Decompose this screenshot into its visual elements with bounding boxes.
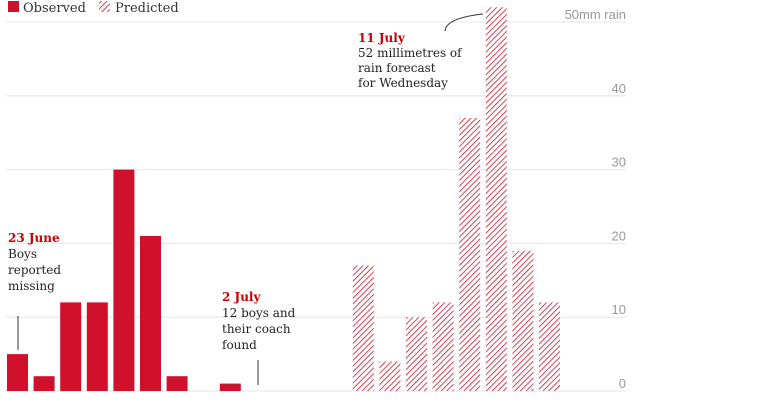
bar-predicted [379,361,401,391]
bar-observed [60,302,82,391]
annotation-date: 2 July [222,290,261,304]
bar-observed [219,383,241,391]
legend-label-predicted: Predicted [115,1,179,16]
bar-predicted [432,302,454,391]
y-tick-label: 0 [619,376,626,391]
bar-predicted [406,317,427,391]
bar-observed [113,169,135,391]
annotation-date: 11 July [358,31,406,45]
annotation-11-july: 11 July 52 millimetres of rain forecast … [358,13,484,90]
bar-observed [33,376,55,391]
annotation-23-june: 23 June Boys reported missing [8,231,61,350]
annotation-line: missing [8,279,55,293]
bar-predicted [459,117,481,392]
annotation-line: for Wednesday [358,76,448,90]
bar-predicted [539,302,560,391]
annotation-leader [444,13,484,32]
annotation-line: their coach [222,322,291,336]
bar-observed [166,376,188,391]
y-tick-label: 20 [612,228,626,243]
bar-predicted [352,265,374,391]
y-tick-label: 30 [612,155,626,170]
annotation-line: 52 millimetres of [358,46,463,60]
bars [7,7,560,392]
legend: Observed Predicted [8,1,179,16]
bar-observed [140,236,161,391]
annotation-line: rain forecast [358,61,436,75]
y-tick-label: 10 [612,302,626,317]
y-tick-label: 40 [612,81,626,96]
bar-predicted [485,7,507,391]
annotation-date: 23 June [8,231,60,245]
legend-swatch-observed [8,1,19,12]
legend-swatch-predicted [99,1,110,12]
y-tick-label: 50mm rain [565,7,626,22]
annotation-2-july: 2 July 12 boys and their coach found [222,290,296,385]
y-axis-ticks: 0 10 20 30 40 50mm rain [565,7,626,391]
bar-predicted [512,250,534,391]
annotation-line: reported [8,263,61,277]
bar-observed [7,354,28,391]
annotation-line: 12 boys and [222,306,296,320]
bar-observed [86,302,108,391]
annotation-line: Boys [8,247,37,261]
annotation-line: found [222,338,257,352]
legend-label-observed: Observed [23,1,86,16]
